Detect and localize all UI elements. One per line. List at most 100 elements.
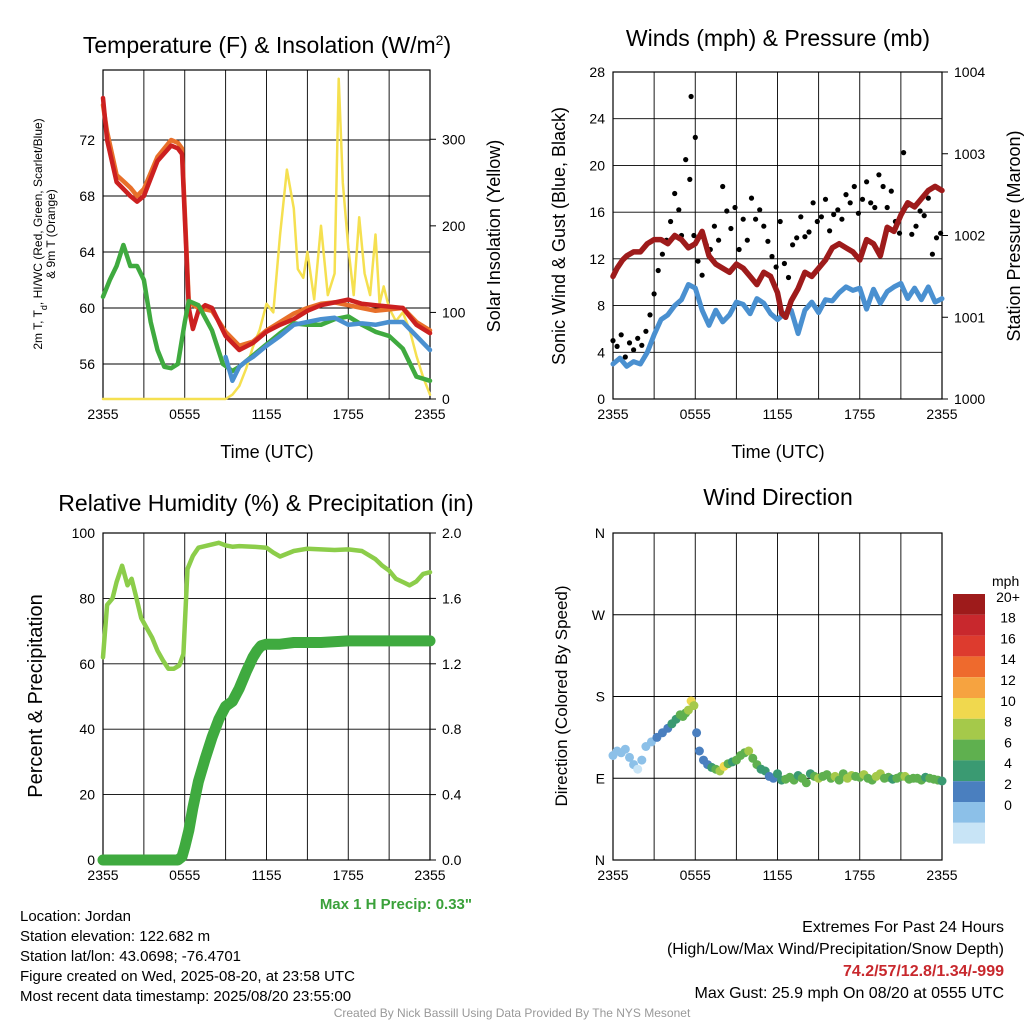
rh-xtick-label: 1155: [251, 867, 281, 883]
gust-point: [728, 225, 734, 232]
dir-xtick-label: 1755: [844, 867, 875, 883]
gust-point: [802, 234, 808, 240]
gust-point: [933, 235, 940, 241]
gust-point: [814, 218, 820, 225]
gust-point: [839, 216, 845, 222]
gust-point: [683, 157, 689, 163]
extremes-box: Extremes For Past 24 Hours (High/Low/Max…: [667, 917, 1004, 1005]
temp-ytick-label: 64: [79, 244, 95, 260]
direction-point: [834, 775, 844, 785]
wind-y2tick-label: 1003: [954, 146, 985, 162]
rh-xtick-label: 2355: [87, 867, 118, 883]
wind-y2tick-label: 1001: [954, 309, 985, 325]
temp-ytick-label: 72: [79, 132, 95, 148]
direction-point: [620, 744, 630, 754]
gust-point: [880, 183, 886, 190]
gust-point: [672, 190, 678, 197]
rh-plot: 2355 0555 1155 1755 23550204060801000.00.40.…: [72, 525, 462, 883]
wind-xtick-label: 2355: [597, 406, 628, 422]
rh-y2tick-label: 0.0: [442, 852, 462, 868]
temp-xtick-label: 2355: [414, 406, 445, 422]
legend-label: 10: [1000, 693, 1016, 709]
elevation-text: Station elevation: 122.682 m: [20, 928, 211, 945]
temp-ytick-label: 56: [79, 356, 95, 372]
dir-xtick-label: 1155: [762, 867, 792, 883]
dir-ytick-label: E: [596, 770, 605, 786]
gust-point: [864, 179, 870, 185]
wind-series-pressure: [610, 183, 945, 321]
direction-point: [937, 776, 947, 786]
gust-point: [876, 172, 882, 178]
legend-swatch: [953, 698, 985, 719]
gust-point: [827, 228, 833, 234]
direction-point: [633, 764, 643, 774]
gust-point: [618, 332, 624, 338]
gust-point: [757, 207, 763, 213]
gust-point: [773, 264, 779, 270]
legend-title: mph: [992, 573, 1019, 589]
legend-swatch: [953, 802, 985, 823]
wind-xtick-label: 1155: [762, 406, 792, 422]
temp-xtick-label: 1155: [251, 406, 281, 422]
recent-text: Most recent data timestamp: 2025/08/20 2…: [20, 988, 352, 1005]
gust-point: [732, 204, 738, 211]
gust-point: [851, 183, 857, 190]
temp-y2tick-label: 200: [442, 218, 466, 234]
gust-point: [868, 200, 874, 206]
extremes-header: Extremes For Past 24 Hours: [802, 919, 1004, 936]
dir-ytick-label: N: [595, 852, 605, 868]
legend-label: 4: [1004, 755, 1012, 771]
gust-point: [855, 210, 862, 216]
gust-point: [622, 354, 628, 360]
gust-point: [818, 214, 825, 220]
legend-swatch: [953, 781, 985, 802]
latlon-text: Station lat/lon: 43.0698; -76.4701: [20, 948, 242, 965]
temp-y2tick-label: 100: [442, 304, 466, 320]
gust-point: [769, 253, 775, 260]
gust-point: [785, 274, 792, 281]
wind-xlabel: Time (UTC): [731, 442, 824, 462]
rh-series-precip: [97, 635, 436, 866]
gust-point: [692, 134, 698, 140]
rh-ylabel: Percent & Precipitation: [25, 594, 47, 797]
extremes-subheader: (High/Low/Max Wind/Precipitation/Snow De…: [666, 941, 1004, 958]
direction-point: [637, 755, 647, 765]
wind-ytick-label: 4: [597, 344, 605, 360]
wind-ytick-label: 0: [597, 391, 605, 407]
gust-point: [639, 342, 645, 348]
gust-point: [614, 343, 620, 349]
gust-point: [635, 335, 641, 341]
temp-y2label: Solar Insolation (Yellow): [484, 140, 504, 332]
gust-point: [651, 291, 657, 297]
gust-point: [938, 230, 944, 236]
dir-xtick-label: 2355: [926, 867, 957, 883]
legend-swatch: [953, 594, 985, 615]
gust-point: [806, 229, 812, 235]
dir-ytick-label: S: [596, 689, 605, 705]
rh-ytick-label: 80: [79, 590, 95, 606]
direction-point: [689, 701, 699, 711]
gust-point: [831, 211, 837, 218]
gust-point: [901, 150, 907, 156]
gust-point: [736, 246, 742, 253]
gust-point: [740, 216, 746, 222]
gust-point: [872, 204, 878, 211]
legend-swatch: [953, 718, 985, 740]
rh-xtick-label: 0555: [169, 867, 200, 883]
legend-swatch: [953, 739, 985, 761]
rh-y2tick-label: 1.2: [442, 656, 462, 672]
wind-xtick-label: 0555: [680, 406, 711, 422]
legend-label: 0: [1004, 797, 1012, 813]
gust-point: [909, 231, 915, 237]
max-gust-text: Max Gust: 25.9 mph On 08/20 at 0555 UTC: [694, 985, 1005, 1002]
location-text: Location: Jordan: [20, 908, 131, 925]
wind-ytick-label: 12: [589, 251, 605, 267]
wind-ytick-label: 20: [589, 157, 605, 173]
gust-point: [668, 218, 674, 225]
rh-ytick-label: 0: [87, 852, 95, 868]
gust-point: [761, 223, 767, 229]
wind-y2label: Station Pressure (Maroon): [1004, 130, 1024, 341]
temp-ytick-label: 68: [79, 188, 95, 204]
gust-point: [647, 312, 653, 318]
gust-point: [753, 216, 759, 222]
